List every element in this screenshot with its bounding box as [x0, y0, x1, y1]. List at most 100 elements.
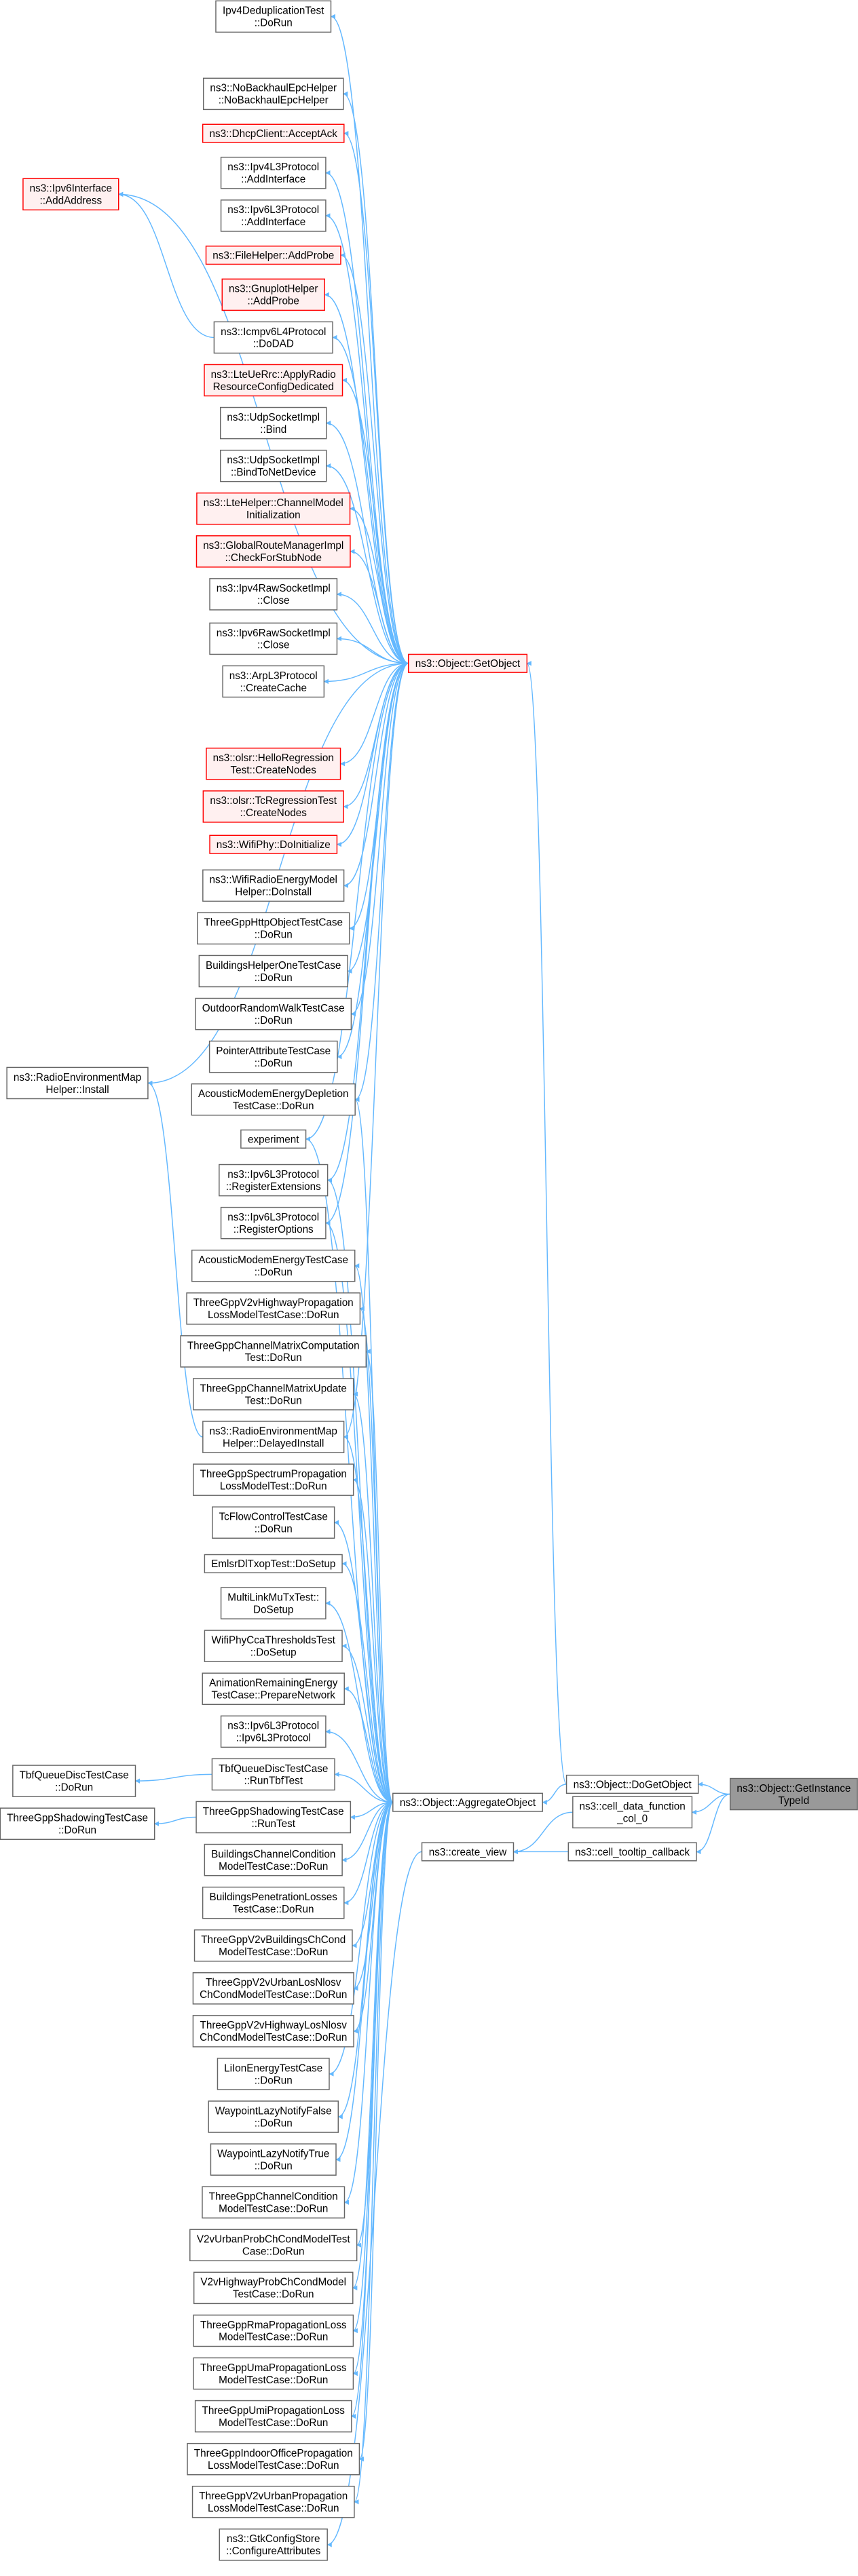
edge	[353, 1801, 394, 1991]
edge	[341, 1643, 393, 1803]
node-label: ns3::NoBackhaulEpcHelper::NoBackhaulEpcH…	[210, 83, 337, 107]
node-label-line: V2vHighwayProbChCondModel	[200, 2277, 346, 2288]
node-label-line: ThreeGppV2vHighwayLosNlosv	[200, 2020, 348, 2031]
node: TbfQueueDiscTestCase::RunTbfTest	[211, 1758, 335, 1791]
edge	[526, 661, 567, 1785]
edge	[696, 1793, 730, 1855]
node: ns3::olsr::TcRegressionTest::CreateNodes	[202, 790, 344, 823]
node-label-line: LiIonEnergyTestCase	[224, 2062, 322, 2074]
node: ns3::Icmpv6L4Protocol::DoDAD	[213, 321, 333, 354]
node: LiIonEnergyTestCase::DoRun	[217, 2058, 330, 2090]
node-label-line: DoSetup	[253, 1604, 293, 1615]
node-label-line: ThreeGppUmiPropagationLoss	[202, 2405, 346, 2417]
node: ThreeGppChannelMatrixUpdate Test::DoRun	[193, 1378, 354, 1410]
node-box	[572, 1796, 693, 1828]
node-box	[206, 748, 341, 780]
node-label: ThreeGppShadowingTestCase::RunTest	[203, 1806, 344, 1830]
node-label-line: ::CreateCache	[240, 683, 307, 694]
node-label-line: Case::DoRun	[242, 2246, 305, 2258]
node-label-line: PointerAttributeTestCase	[216, 1045, 331, 1057]
node-label-line: WaypointLazyNotifyFalse	[215, 2105, 332, 2117]
node-label-line: ns3::Ipv6L3Protocol	[227, 1212, 319, 1223]
node-label-line: ns3::Ipv4RawSocketImpl	[217, 583, 331, 594]
node: ns3::Ipv6L3Protocol::AddInterface	[220, 199, 327, 232]
node-label-line: V2vUrbanProbChCondModelTest	[197, 2234, 350, 2246]
node-box	[209, 578, 338, 611]
node-box	[240, 1129, 307, 1149]
node-label: ThreeGppShadowingTestCase::DoRun	[7, 1813, 148, 1837]
node-label-line: ns3::LteHelper::ChannelModel	[204, 497, 343, 509]
edge	[332, 334, 409, 664]
node-box	[195, 1801, 352, 1834]
node-box	[209, 622, 338, 655]
node-box	[219, 2529, 328, 2561]
node: ThreeGppV2vUrbanPropagation LossModelTest…	[191, 2485, 355, 2518]
node-label: ns3::Ipv6L3Protocol::RegisterExtensions	[226, 1169, 321, 1193]
node-label: V2vUrbanProbChCondModelTest Case::DoRun	[197, 2234, 350, 2258]
node-label-line: LossModelTest::DoRun	[220, 1480, 327, 1492]
node-label-line: ::Close	[257, 595, 290, 607]
node-label: BuildingsChannelCondition ModelTestCase::…	[211, 1849, 335, 1872]
node-box	[220, 1206, 327, 1239]
node-box	[212, 1506, 335, 1539]
node: ThreeGppV2vHighwayLosNlosv ChCondModelTes…	[192, 2015, 354, 2048]
node-label-line: ::RunTbfTest	[244, 1775, 303, 1787]
edge	[354, 663, 409, 1102]
node-box	[195, 997, 352, 1031]
node: ns3::RadioEnvironmentMap Helper::Install	[6, 1066, 149, 1100]
node-label: ThreeGppIndoorOfficePropagation LossModel…	[194, 2448, 353, 2472]
node: ThreeGppShadowingTestCase::DoRun	[0, 1807, 155, 1840]
node-label: BuildingsHelperOneTestCase::DoRun	[206, 960, 341, 984]
node-label-line: ::CreateNodes	[240, 807, 307, 819]
node-label: ThreeGppChannelCondition ModelTestCase::D…	[209, 2191, 338, 2215]
node: ns3::ArpL3Protocol::CreateCache	[222, 665, 325, 698]
edge	[325, 1600, 393, 1803]
node-box	[421, 1842, 515, 1862]
node-box	[217, 2058, 330, 2090]
node-label: OutdoorRandomWalkTestCase::DoRun	[202, 1003, 345, 1026]
node-label-line: TbfQueueDiscTestCase	[219, 1763, 328, 1775]
node-label: ns3::DhcpClient::AcceptAck	[210, 128, 338, 140]
node-box	[198, 955, 348, 988]
node-label-line: ns3::olsr::HelloRegression	[213, 752, 334, 764]
node-label-line: ThreeGppShadowingTestCase	[203, 1806, 344, 1818]
node-label-line: Test::DoRun	[245, 1395, 302, 1406]
node-label-line: Initialization	[246, 510, 301, 521]
node-label-line: ::AddInterface	[241, 216, 305, 228]
node: TcFlowControlTestCase::DoRun	[212, 1506, 335, 1539]
node-box	[210, 2143, 337, 2176]
node-box	[211, 1758, 335, 1791]
node: ns3::UdpSocketImpl::BindToNetDevice	[219, 449, 327, 482]
node-label-line: OutdoorRandomWalkTestCase	[202, 1003, 345, 1014]
node-label-line: ::Bind	[260, 424, 286, 436]
node-label-line: ThreeGppChannelMatrixComputation	[187, 1340, 360, 1351]
node-label-line: ::DoSetup	[250, 1647, 297, 1658]
node: ns3::GtkConfigStore::ConfigureAttributes	[219, 2529, 328, 2561]
node-box	[202, 77, 344, 111]
node-label: ns3::Object::AggregateObject	[400, 1797, 536, 1809]
node-box	[202, 1421, 345, 1453]
node-label-line: experiment	[248, 1134, 299, 1145]
node: ThreeGppV2vUrbanLosNlosv ChCondModelTestC…	[192, 1972, 354, 2005]
node-label-line: ThreeGppV2vBuildingsChCond	[201, 1934, 346, 1946]
node-label-line: ResourceConfigDedicated	[213, 381, 334, 393]
node-label-line: TestCase::DoRun	[233, 1904, 314, 1915]
node-box	[0, 1807, 155, 1840]
node-label-line: ::DoRun	[255, 972, 293, 984]
node-label-line: Helper::DelayedInstall	[223, 1438, 324, 1449]
node-label-line: AcousticModemEnergyDepletion	[198, 1088, 348, 1100]
node-box	[180, 1335, 367, 1368]
node-label: V2vHighwayProbChCondModel TestCase::DoRun	[200, 2277, 346, 2301]
node-box	[567, 1842, 697, 1862]
node-label: ThreeGppV2vUrbanLosNlosv ChCondModelTestC…	[200, 1977, 347, 2001]
node-label: LiIonEnergyTestCase::DoRun	[224, 2062, 322, 2086]
edge	[349, 506, 409, 664]
node-box	[204, 1554, 343, 1573]
node-label: ns3::Object::DoGetObject	[574, 1779, 692, 1790]
node: AnimationRemainingEnergy TestCase::Prepar…	[202, 1672, 345, 1706]
node-box	[187, 2442, 360, 2476]
edge	[329, 1801, 393, 2077]
node-label: Ipv4DeduplicationTest::DoRun	[223, 5, 324, 29]
node-label: TcFlowControlTestCase::DoRun	[219, 1512, 328, 1535]
node: V2vHighwayProbChCondModel TestCase::DoRun	[193, 2271, 354, 2305]
